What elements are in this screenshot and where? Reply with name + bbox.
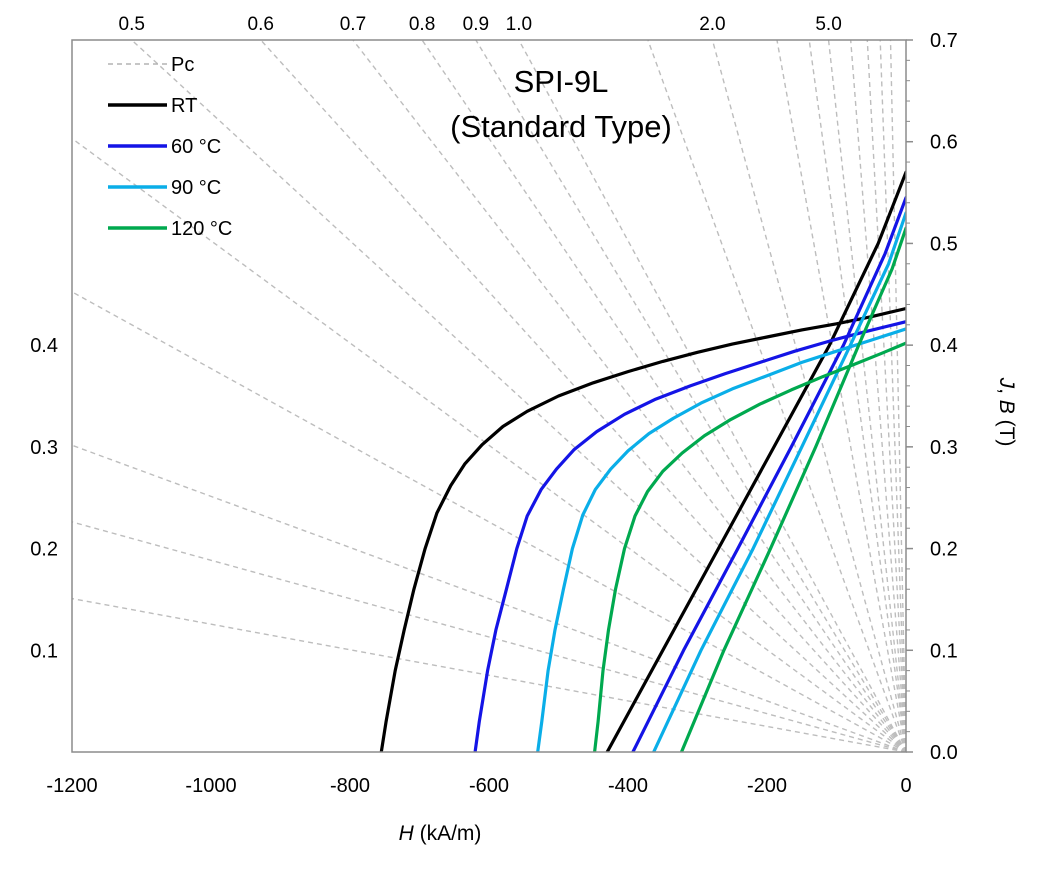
pc-line-2 (72, 444, 906, 752)
pc-line-14 (808, 40, 906, 752)
y-axis-var-j: J (995, 377, 1018, 389)
left-tick-label-3: 0.4 (30, 335, 58, 357)
pc-line-19 (889, 40, 906, 752)
pc-line-13 (776, 40, 906, 752)
x-axis-unit: (kA/m) (414, 822, 482, 845)
pc-line-16 (849, 40, 906, 752)
pc-label-7: 0.7 (340, 14, 366, 35)
pc-line-10 (518, 40, 906, 752)
series-1-j-curve (473, 320, 906, 752)
right-tick-label-3: 0.3 (930, 437, 958, 459)
series-group (379, 170, 906, 752)
pc-label-6: 0.6 (248, 14, 274, 35)
x-tick-label-4: -400 (608, 775, 648, 797)
y-axis-sep: , (995, 388, 1018, 400)
x-tick-label-0: -1200 (46, 775, 97, 797)
chart-title-line-2: (Standard Type) (450, 109, 672, 144)
x-tick-labels: -1200 -1000 -800 -600 -400 -200 0 (46, 775, 911, 797)
chart-title-line-1: SPI-9L (514, 64, 609, 99)
right-tick-label-4: 0.4 (930, 335, 958, 357)
pc-lines-group (72, 40, 906, 752)
series-2-b-curve (652, 211, 906, 752)
right-axis-ticks (906, 39, 913, 753)
pc-label-5: 0.5 (119, 14, 145, 35)
left-tick-label-1: 0.2 (30, 539, 58, 561)
pc-label-8: 0.8 (409, 14, 435, 35)
plot-frame (71, 39, 907, 753)
left-tick-label-2: 0.3 (30, 437, 58, 459)
series-0-b-curve (605, 170, 906, 752)
x-axis-var: H (399, 822, 415, 845)
right-tick-label-5: 0.5 (930, 233, 958, 255)
x-tick-label-5: -200 (747, 775, 787, 797)
series-0-j-curve (379, 306, 906, 752)
legend-label-4: 120 °C (171, 218, 232, 240)
pc-labels-group: 0.5 0.6 0.7 0.8 0.9 1.0 2.0 5.0 (119, 14, 842, 35)
legend-label-0: Pc (171, 54, 194, 76)
pc-line-7 (352, 40, 906, 752)
x-axis-title: H (kA/m) (399, 822, 482, 845)
pc-label-10: 1.0 (506, 14, 532, 35)
series-2-j-curve (536, 327, 906, 752)
pc-line-5 (131, 40, 906, 752)
right-tick-label-6: 0.6 (930, 132, 958, 154)
pc-line-4 (72, 137, 906, 752)
pc-label-12: 2.0 (699, 14, 725, 35)
series-3-j-curve (593, 341, 906, 752)
legend-label-3: 90 °C (171, 177, 221, 199)
pc-line-3 (72, 291, 906, 752)
pc-line-1 (72, 521, 906, 752)
y-axis-var-b: B (995, 400, 1018, 414)
legend-label-2: 60 °C (171, 136, 221, 158)
y-axis-title: J, B (T) (995, 377, 1018, 447)
right-tick-label-2: 0.2 (930, 539, 958, 561)
pc-line-17 (866, 40, 906, 752)
pc-label-15: 5.0 (815, 14, 841, 35)
right-tick-labels: 0.0 0.1 0.2 0.3 0.4 0.5 0.6 0.7 (930, 30, 958, 764)
pc-line-0 (72, 597, 906, 752)
x-tick-label-2: -800 (330, 775, 370, 797)
series-3-b-curve (679, 226, 906, 752)
right-tick-label-0: 0.0 (930, 742, 958, 764)
pc-line-18 (879, 40, 906, 752)
legend-label-1: RT (171, 95, 197, 117)
pc-line-6 (260, 40, 906, 752)
x-tick-label-6: 0 (900, 775, 911, 797)
series-1-b-curve (631, 196, 906, 752)
pc-line-15 (827, 40, 906, 752)
pc-line-9 (475, 40, 906, 752)
right-tick-label-7: 0.7 (930, 30, 958, 52)
left-tick-label-0: 0.1 (30, 640, 58, 662)
left-tick-labels: 0.1 0.2 0.3 0.4 (30, 335, 58, 662)
x-tick-label-1: -1000 (185, 775, 236, 797)
legend: Pc RT 60 °C 90 °C 120 °C (108, 54, 232, 240)
pc-line-12 (711, 40, 906, 752)
pc-label-9: 0.9 (463, 14, 489, 35)
x-tick-label-3: -600 (469, 775, 509, 797)
right-tick-label-1: 0.1 (930, 640, 958, 662)
y-axis-unit: (T) (995, 414, 1018, 447)
